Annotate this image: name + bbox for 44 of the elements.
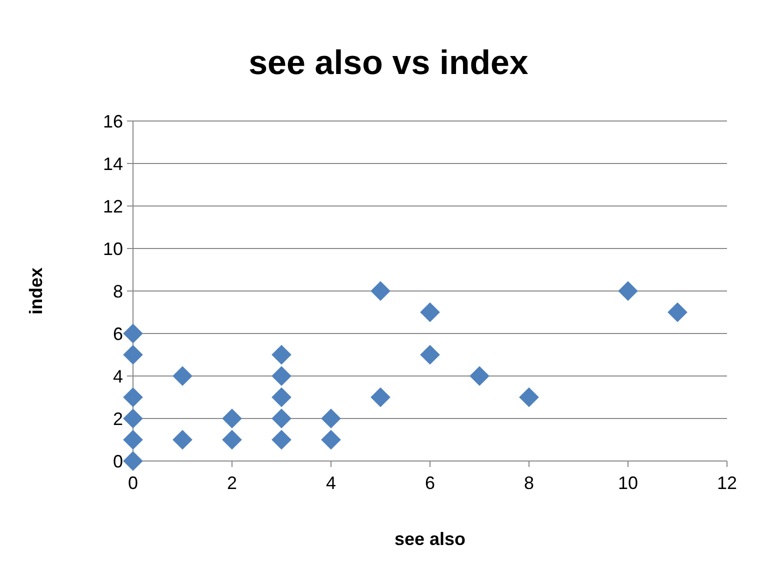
point — [123, 408, 143, 428]
point — [272, 388, 292, 407]
x-tick-label: 10 — [618, 473, 638, 493]
point — [272, 430, 292, 450]
point — [172, 366, 192, 386]
y-tick-label: 10 — [102, 238, 123, 259]
point — [321, 408, 341, 428]
y-tick-label: 16 — [102, 111, 123, 132]
point — [222, 408, 242, 428]
point — [420, 302, 440, 322]
x-axis-title: see also — [394, 529, 466, 549]
point — [123, 430, 143, 450]
y-tick-label: 4 — [112, 366, 123, 386]
point — [470, 366, 490, 386]
y-axis-title: index — [26, 267, 46, 315]
point — [370, 388, 390, 407]
point — [272, 345, 292, 364]
point — [272, 366, 292, 386]
point — [321, 430, 341, 450]
point — [668, 302, 688, 322]
point — [420, 345, 440, 364]
point — [519, 388, 539, 407]
point — [123, 345, 143, 364]
point — [370, 281, 390, 301]
y-tick-label: 6 — [112, 324, 123, 344]
x-tick-label: 4 — [326, 473, 336, 493]
point — [172, 430, 192, 450]
point — [123, 451, 143, 471]
point — [618, 281, 638, 301]
point — [123, 388, 143, 407]
x-tick-label: 12 — [716, 473, 738, 493]
point — [123, 324, 143, 344]
y-tick-label: 14 — [102, 154, 123, 174]
y-tick-label: 8 — [112, 281, 123, 302]
y-tick-label: 0 — [112, 451, 123, 472]
point — [272, 408, 292, 428]
y-tick-label: 12 — [102, 196, 123, 216]
x-tick-label: 6 — [424, 473, 436, 493]
x-tick-label: 2 — [226, 473, 238, 493]
point — [222, 430, 242, 450]
chart-title: see also vs index — [248, 44, 528, 82]
x-tick-label: 0 — [128, 473, 138, 493]
y-tick-label: 2 — [112, 408, 123, 429]
x-tick-label: 8 — [524, 473, 534, 493]
